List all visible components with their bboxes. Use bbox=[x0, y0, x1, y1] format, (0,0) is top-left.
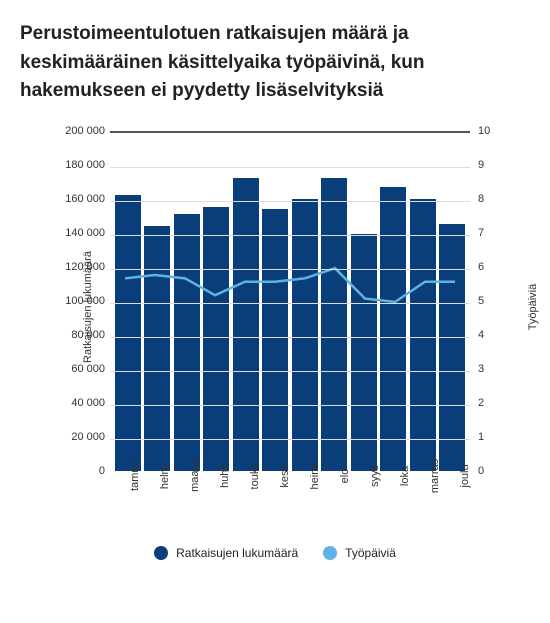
y-left-tick: 140 000 bbox=[55, 227, 105, 239]
x-tick: tammi bbox=[129, 461, 141, 491]
chart-title: Perustoimeentulotuen ratkaisujen määrä j… bbox=[20, 20, 530, 106]
y-right-tick: 2 bbox=[478, 397, 508, 409]
bar bbox=[174, 214, 200, 471]
y-right-axis-label: Työpäiviä bbox=[527, 283, 539, 329]
x-tick: marras bbox=[429, 458, 441, 492]
bar bbox=[439, 224, 465, 471]
bar bbox=[351, 234, 377, 470]
y-left-tick: 200 000 bbox=[55, 125, 105, 137]
legend-dot-bars bbox=[154, 546, 168, 560]
x-tick: loka bbox=[399, 465, 411, 485]
bar bbox=[262, 209, 288, 471]
x-tick: kesä bbox=[279, 464, 291, 487]
plot-area bbox=[110, 131, 470, 471]
y-left-tick: 20 000 bbox=[55, 431, 105, 443]
chart-container: Ratkaisujen lukumäärä Työpäiviä 0020 000… bbox=[20, 126, 530, 546]
x-tick: heinä bbox=[309, 462, 321, 489]
grid-line bbox=[110, 439, 470, 440]
grid-line bbox=[110, 371, 470, 372]
legend-item-bars: Ratkaisujen lukumäärä bbox=[154, 546, 298, 560]
legend-label-bars: Ratkaisujen lukumäärä bbox=[176, 546, 298, 560]
bar bbox=[292, 199, 318, 471]
y-right-tick: 3 bbox=[478, 363, 508, 375]
y-right-tick: 1 bbox=[478, 431, 508, 443]
x-tick: touko bbox=[249, 462, 261, 489]
bar bbox=[233, 178, 259, 470]
y-left-tick: 160 000 bbox=[55, 193, 105, 205]
x-tick: joulu bbox=[459, 464, 471, 487]
y-right-tick: 10 bbox=[478, 125, 508, 137]
x-tick: huhti bbox=[219, 464, 231, 488]
x-tick: syys bbox=[369, 465, 381, 487]
grid-line bbox=[110, 167, 470, 168]
y-left-tick: 80 000 bbox=[55, 329, 105, 341]
legend-item-line: Työpäiviä bbox=[323, 546, 396, 560]
y-left-tick: 60 000 bbox=[55, 363, 105, 375]
y-right-tick: 9 bbox=[478, 159, 508, 171]
y-right-tick: 4 bbox=[478, 329, 508, 341]
grid-line bbox=[110, 303, 470, 304]
grid-line bbox=[110, 235, 470, 236]
y-left-tick: 0 bbox=[55, 465, 105, 477]
bar bbox=[203, 207, 229, 471]
legend-dot-line bbox=[323, 546, 337, 560]
legend-label-line: Työpäiviä bbox=[345, 546, 396, 560]
grid-line bbox=[110, 337, 470, 338]
x-tick: elo bbox=[339, 468, 351, 483]
bar bbox=[321, 178, 347, 470]
y-right-tick: 5 bbox=[478, 295, 508, 307]
y-right-tick: 7 bbox=[478, 227, 508, 239]
y-right-tick: 0 bbox=[478, 465, 508, 477]
bar bbox=[380, 187, 406, 471]
y-right-tick: 6 bbox=[478, 261, 508, 273]
grid-line bbox=[110, 405, 470, 406]
grid-line bbox=[110, 269, 470, 270]
grid-line bbox=[110, 201, 470, 202]
x-tick: helmi bbox=[159, 462, 171, 488]
y-left-tick: 180 000 bbox=[55, 159, 105, 171]
bar bbox=[144, 226, 170, 471]
bar-group bbox=[110, 133, 470, 471]
y-left-tick: 40 000 bbox=[55, 397, 105, 409]
y-right-tick: 8 bbox=[478, 193, 508, 205]
x-tick: maalis bbox=[189, 460, 201, 492]
bar bbox=[115, 195, 141, 470]
y-left-tick: 100 000 bbox=[55, 295, 105, 307]
legend: Ratkaisujen lukumäärä Työpäiviä bbox=[20, 546, 530, 560]
bar bbox=[410, 199, 436, 471]
y-left-tick: 120 000 bbox=[55, 261, 105, 273]
